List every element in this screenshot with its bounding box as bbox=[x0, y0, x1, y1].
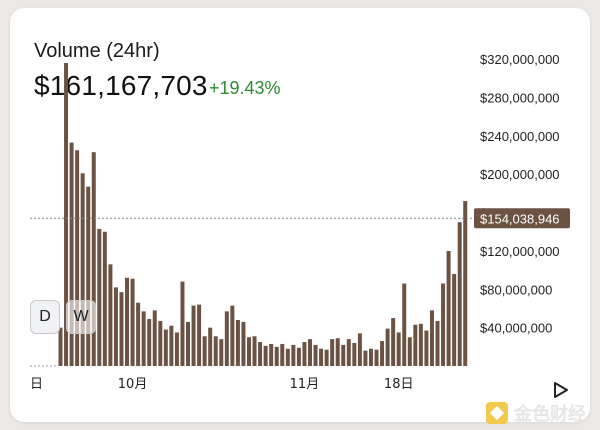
volume-bar bbox=[191, 305, 196, 366]
volume-bar bbox=[163, 329, 168, 366]
y-tick-label: $120,000,000 bbox=[480, 244, 560, 259]
play-icon[interactable] bbox=[552, 381, 570, 399]
volume-bar bbox=[457, 222, 462, 366]
volume-bar bbox=[396, 332, 401, 366]
volume-bar bbox=[274, 346, 279, 366]
y-tick-label: $200,000,000 bbox=[480, 167, 560, 182]
volume-bar bbox=[202, 336, 207, 366]
y-tick-label: $280,000,000 bbox=[480, 91, 560, 106]
volume-bar bbox=[324, 349, 329, 366]
x-tick-label: 日 bbox=[30, 377, 43, 392]
volume-bar bbox=[130, 278, 135, 366]
volume-bar bbox=[230, 305, 235, 366]
volume-bar bbox=[252, 336, 257, 366]
volume-bar bbox=[413, 324, 418, 366]
volume-bar bbox=[125, 277, 130, 366]
volume-bar bbox=[152, 310, 157, 366]
volume-bar bbox=[64, 63, 69, 366]
volume-bar bbox=[352, 342, 357, 366]
volume-bar bbox=[102, 231, 107, 366]
volume-bar bbox=[136, 302, 141, 366]
volume-bar bbox=[385, 328, 390, 366]
volume-bar bbox=[208, 327, 213, 366]
volume-bar bbox=[280, 343, 285, 366]
volume-bar bbox=[197, 304, 202, 366]
volume-bar bbox=[391, 318, 396, 366]
volume-bar bbox=[69, 142, 74, 366]
volume-bar bbox=[247, 337, 251, 366]
volume-bar bbox=[269, 343, 274, 366]
chart-title: Volume (24hr) bbox=[34, 40, 160, 62]
volume-bar bbox=[330, 339, 335, 366]
volume-bar bbox=[313, 344, 318, 366]
reference-tag-label: $154,038,946 bbox=[480, 211, 560, 226]
volume-bar bbox=[319, 348, 324, 366]
volume-bar bbox=[147, 319, 152, 366]
volume-bar bbox=[235, 319, 240, 366]
volume-bar bbox=[291, 344, 296, 366]
watermark-text: 金色财经 bbox=[514, 404, 586, 424]
y-tick-label: $40,000,000 bbox=[480, 321, 552, 336]
volume-bar bbox=[429, 310, 434, 366]
volume-bar bbox=[424, 330, 429, 366]
volume-bar bbox=[180, 281, 185, 366]
volume-bar bbox=[368, 348, 373, 366]
volume-bar bbox=[335, 338, 340, 366]
reference-tag bbox=[474, 208, 570, 229]
volume-bar bbox=[113, 287, 118, 366]
volume-bar bbox=[435, 320, 440, 366]
volume-change: +19.43% bbox=[209, 78, 281, 98]
volume-bar bbox=[285, 348, 290, 366]
volume-bar bbox=[407, 337, 412, 366]
x-tick-label: 10月 bbox=[118, 377, 148, 392]
y-tick-label: $240,000,000 bbox=[480, 129, 560, 144]
x-tick-label: 11月 bbox=[290, 377, 320, 392]
volume-bar bbox=[241, 321, 246, 366]
volume-bar bbox=[80, 173, 85, 366]
volume-bar bbox=[119, 292, 124, 366]
volume-bar bbox=[307, 339, 312, 366]
volume-bar bbox=[441, 283, 446, 366]
y-tick-label: $80,000,000 bbox=[480, 282, 552, 297]
watermark-logo-icon bbox=[486, 402, 508, 424]
volume-bar bbox=[91, 152, 96, 366]
volume-bar bbox=[341, 344, 346, 366]
volume-bar bbox=[58, 327, 63, 366]
y-tick-label: $320,000,000 bbox=[480, 52, 560, 67]
volume-bar bbox=[402, 283, 407, 366]
volume-bar bbox=[463, 201, 468, 366]
volume-bar bbox=[357, 333, 362, 366]
volume-bar bbox=[452, 273, 457, 366]
volume-bar bbox=[380, 341, 385, 366]
x-tick-label: 18日 bbox=[384, 377, 414, 392]
volume-bar bbox=[158, 320, 163, 366]
volume-bar bbox=[97, 228, 102, 366]
volume-bar bbox=[75, 150, 80, 366]
volume-value: $161,167,703 bbox=[34, 70, 208, 101]
volume-bar bbox=[296, 347, 301, 366]
volume-bar bbox=[374, 349, 379, 366]
week-toggle-button[interactable]: W bbox=[66, 300, 96, 334]
volume-bar bbox=[186, 321, 191, 366]
volume-bar bbox=[169, 325, 174, 366]
volume-bar bbox=[258, 342, 263, 366]
volume-bar bbox=[141, 311, 146, 366]
volume-bar bbox=[263, 345, 268, 366]
volume-bar bbox=[224, 311, 229, 366]
volume-bar bbox=[174, 332, 179, 366]
volume-bar bbox=[363, 350, 368, 366]
watermark: 金色财经 bbox=[486, 400, 586, 426]
volume-bar bbox=[213, 336, 218, 366]
volume-bar bbox=[302, 342, 307, 366]
volume-bar bbox=[219, 339, 224, 366]
volume-bar bbox=[86, 186, 91, 366]
volume-bar bbox=[418, 323, 423, 366]
day-toggle-button[interactable]: D bbox=[30, 300, 60, 334]
volume-bar bbox=[446, 250, 451, 366]
volume-bar bbox=[108, 264, 113, 366]
volume-bar bbox=[346, 339, 351, 366]
